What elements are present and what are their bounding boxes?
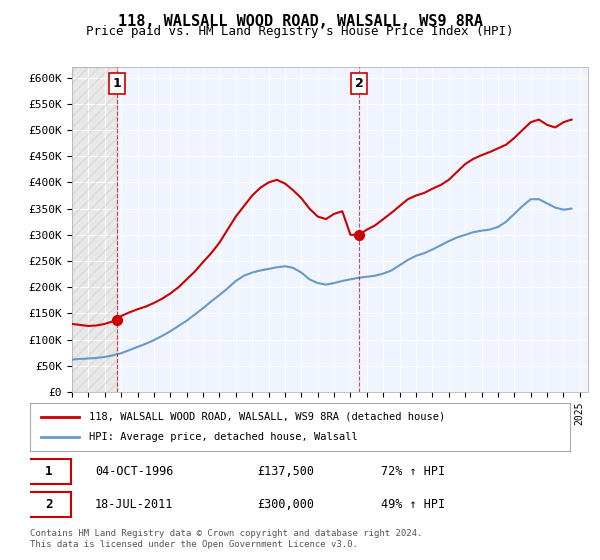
Text: 118, WALSALL WOOD ROAD, WALSALL, WS9 8RA: 118, WALSALL WOOD ROAD, WALSALL, WS9 8RA	[118, 14, 482, 29]
FancyBboxPatch shape	[28, 459, 71, 484]
Text: £137,500: £137,500	[257, 465, 314, 478]
Text: 18-JUL-2011: 18-JUL-2011	[95, 498, 173, 511]
Text: 72% ↑ HPI: 72% ↑ HPI	[381, 465, 445, 478]
Text: 2: 2	[45, 498, 53, 511]
Text: £300,000: £300,000	[257, 498, 314, 511]
Text: 1: 1	[45, 465, 53, 478]
Text: HPI: Average price, detached house, Walsall: HPI: Average price, detached house, Wals…	[89, 432, 358, 442]
Text: 04-OCT-1996: 04-OCT-1996	[95, 465, 173, 478]
FancyBboxPatch shape	[28, 492, 71, 517]
Bar	[72, 67, 117, 392]
Text: 1: 1	[113, 77, 121, 90]
Bar	[72, 67, 117, 392]
Text: Contains HM Land Registry data © Crown copyright and database right 2024.
This d: Contains HM Land Registry data © Crown c…	[30, 529, 422, 549]
Text: 118, WALSALL WOOD ROAD, WALSALL, WS9 8RA (detached house): 118, WALSALL WOOD ROAD, WALSALL, WS9 8RA…	[89, 412, 446, 422]
Text: Price paid vs. HM Land Registry's House Price Index (HPI): Price paid vs. HM Land Registry's House …	[86, 25, 514, 38]
Text: 49% ↑ HPI: 49% ↑ HPI	[381, 498, 445, 511]
Text: 2: 2	[355, 77, 364, 90]
